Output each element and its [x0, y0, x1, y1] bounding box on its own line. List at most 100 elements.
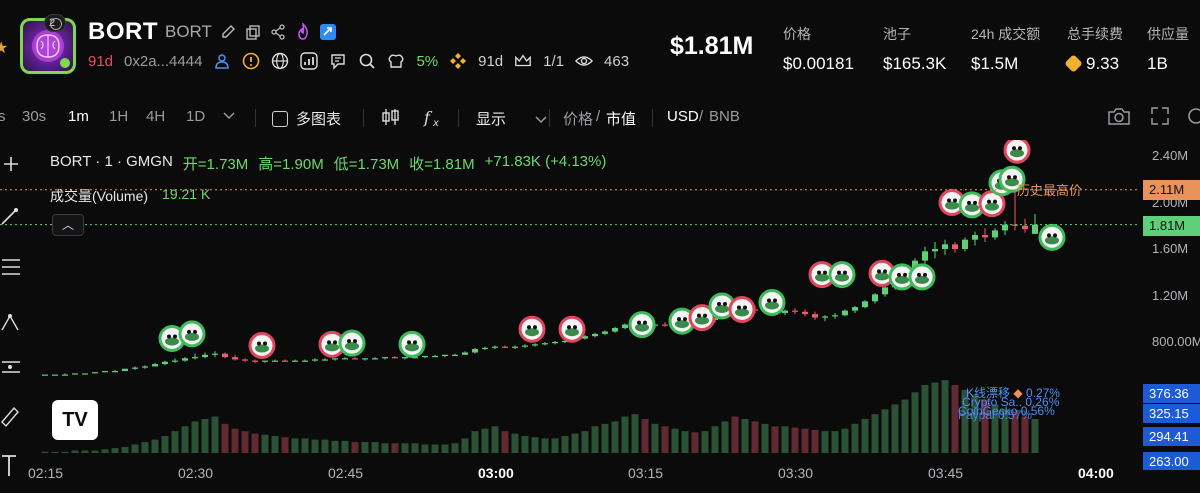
interval-4h[interactable]: 4H — [146, 108, 166, 125]
fire-icon[interactable] — [294, 23, 312, 41]
contract-address[interactable]: 0x2a...4444 — [124, 52, 203, 70]
pattern-tool-icon[interactable] — [1, 314, 19, 331]
candle-body — [542, 343, 548, 345]
svg-text:f: f — [423, 108, 433, 127]
share-icon[interactable] — [269, 23, 287, 41]
crosshair-tool-icon[interactable] — [4, 157, 18, 171]
checkbox-icon[interactable] — [272, 111, 288, 127]
toolbar-divider — [255, 109, 256, 127]
marker-eye — [883, 269, 887, 274]
currency-usd[interactable]: USD — [667, 108, 699, 125]
candle-body — [102, 371, 108, 373]
candle-style-icon[interactable] — [381, 108, 401, 130]
volume-bar — [731, 416, 739, 453]
volume-bar — [981, 399, 989, 453]
fib-tool-icon[interactable] — [2, 259, 20, 275]
candle-body — [552, 342, 558, 344]
stat-label: 供应量 — [1147, 26, 1189, 42]
ratio-value: 1/1 — [543, 52, 565, 70]
volume-bar — [571, 433, 579, 453]
candle-body — [812, 314, 818, 318]
change-value: +71.83K (+4.13%) — [484, 153, 607, 170]
interval-dropdown-icon[interactable] — [222, 108, 236, 126]
candle-body — [792, 310, 798, 312]
volume-bar — [891, 404, 899, 453]
tradingview-logo[interactable]: TV — [52, 400, 98, 440]
candle-body — [582, 336, 588, 339]
volume-bar — [911, 392, 919, 453]
holders-percent: 5% — [416, 52, 439, 70]
price-toggle[interactable]: 价格 — [563, 111, 594, 128]
marker-eye — [823, 270, 827, 275]
line-layer — [0, 189, 1140, 226]
stat-label: 池子 — [883, 26, 911, 42]
pencil-icon[interactable] — [219, 23, 237, 41]
currency-bnb[interactable]: BNB — [709, 108, 740, 125]
volume-bar — [601, 423, 609, 453]
chart-icon[interactable] — [300, 52, 319, 70]
volume-bar — [811, 429, 819, 453]
multi-chart-toggle[interactable]: 多图表 — [272, 108, 341, 129]
volume-bar — [831, 431, 839, 453]
interval-s[interactable]: s — [0, 108, 6, 125]
settings-icon[interactable] — [1186, 106, 1200, 130]
binance-age: 91d — [478, 52, 504, 70]
marker-face — [345, 342, 359, 351]
interval-1m[interactable]: 1m — [68, 108, 89, 125]
marker-face — [1005, 178, 1019, 187]
copy-icon[interactable] — [244, 23, 262, 41]
camera-icon[interactable] — [1107, 106, 1131, 130]
indicator-name: Paypal — [958, 408, 995, 422]
trade-marker — [938, 189, 966, 216]
text-tool-icon[interactable] — [2, 455, 16, 476]
marker-eye — [697, 313, 701, 318]
marker-eye — [897, 272, 901, 277]
time-tick-label: 02:30 — [178, 465, 214, 481]
candle-body — [782, 310, 788, 313]
marker-face — [405, 343, 419, 352]
interval-30s[interactable]: 30s — [22, 108, 47, 125]
globe-icon[interactable] — [271, 52, 289, 70]
candle-body — [342, 358, 348, 360]
brush-tool-icon[interactable] — [1, 406, 19, 428]
time-tick-label: 03:45 — [928, 465, 964, 481]
doc-icon[interactable] — [329, 52, 347, 70]
mcap-toggle[interactable]: 市值 — [606, 111, 637, 128]
marker-eye — [917, 272, 921, 277]
volume-bar — [101, 449, 109, 453]
stat-label: 24h 成交额 — [971, 26, 1041, 42]
indicator-name: CoinGecko — [958, 404, 1018, 418]
search-icon[interactable] — [358, 52, 376, 70]
candle-body — [1002, 224, 1008, 231]
binance-icon[interactable] — [449, 52, 467, 70]
volume-label: 成交量(Volume) — [50, 188, 149, 204]
interval-1d[interactable]: 1D — [186, 108, 206, 125]
chef-icon[interactable] — [387, 52, 405, 70]
favorite-star-icon[interactable]: ★ — [0, 40, 9, 57]
candle-body — [382, 357, 388, 359]
marker-eye — [743, 305, 747, 310]
crown-icon[interactable] — [514, 52, 532, 70]
candle-body — [1032, 224, 1038, 234]
display-dropdown[interactable]: 显示 — [476, 108, 548, 129]
twitter-icon[interactable] — [319, 23, 337, 41]
user-icon[interactable] — [213, 52, 231, 70]
eye-icon[interactable] — [575, 52, 594, 70]
warning-icon[interactable] — [242, 52, 260, 70]
marker-face — [985, 202, 999, 211]
marker-face — [165, 337, 179, 346]
trade-marker — [1003, 140, 1031, 164]
chevron-down-icon — [535, 116, 547, 124]
marker-face — [945, 201, 959, 210]
projection-tool-icon[interactable] — [2, 361, 20, 373]
interval-1h[interactable]: 1H — [109, 108, 129, 125]
fullscreen-icon[interactable] — [1150, 106, 1170, 130]
collapse-legend-button[interactable]: ︿ — [52, 214, 84, 236]
trendline-tool-icon[interactable] — [1, 208, 18, 225]
volume-bar — [431, 444, 439, 453]
candle-body — [132, 367, 138, 369]
indicator-value: 0.26% — [1025, 395, 1060, 409]
candle-body — [392, 357, 398, 359]
